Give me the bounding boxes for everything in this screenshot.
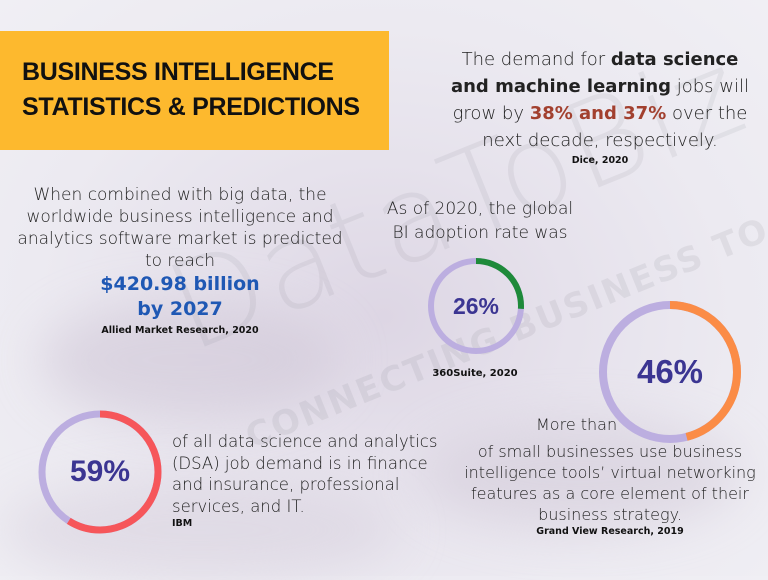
donut-ring-icon bbox=[428, 258, 524, 354]
stat-small-business: of small businesses use business intelli… bbox=[460, 441, 760, 539]
stat-text: (DSA) job demand is in finance bbox=[172, 453, 428, 473]
stat-text: over the bbox=[666, 103, 748, 124]
stat-text: to reach bbox=[144, 251, 216, 271]
donut-adoption-26: 26% bbox=[426, 256, 526, 356]
title-banner: BUSINESS INTELLIGENCE STATISTICS & PREDI… bbox=[0, 31, 389, 150]
stat-market-size: When combined with big data, the worldwi… bbox=[10, 184, 350, 338]
market-year: by 2027 bbox=[137, 298, 223, 320]
market-value: $420.98 billion bbox=[100, 273, 260, 295]
background-cloud bbox=[40, 300, 340, 420]
source-citation: IBM bbox=[172, 518, 193, 529]
source-citation: 360Suite, 2020 bbox=[432, 368, 518, 379]
source-citation: Allied Market Research, 2020 bbox=[101, 325, 259, 336]
stat-text: grow by bbox=[452, 103, 530, 124]
percent-label: 46% bbox=[636, 353, 704, 390]
percent-label: 59% bbox=[69, 455, 131, 488]
donut-ring-icon bbox=[38, 410, 162, 534]
stat-text: worldwide business intelligence and bbox=[26, 207, 334, 227]
stat-ml-jobs: The demand for data science and machine … bbox=[440, 46, 760, 168]
stat-text: When combined with big data, the bbox=[33, 185, 327, 205]
source-citation: Grand View Research, 2019 bbox=[536, 526, 684, 537]
stat-text: of all data science and analytics bbox=[172, 432, 438, 451]
stat-emphasis: data science bbox=[610, 49, 739, 70]
background-cloud bbox=[0, 480, 400, 580]
page-title-line2: STATISTICS & PREDICTIONS bbox=[22, 93, 360, 121]
stat-text: The demand for bbox=[461, 49, 611, 70]
stat-text: of small businesses use business bbox=[477, 442, 743, 461]
donut-small-business-46: 46% bbox=[596, 298, 744, 446]
stat-text: As of 2020, the global bbox=[386, 199, 574, 219]
page-title-line1: BUSINESS INTELLIGENCE bbox=[22, 58, 334, 86]
donut-ring-icon bbox=[599, 301, 741, 443]
stat-text: next decade, respectively. bbox=[482, 130, 718, 151]
stat-text: intelligence tools’ virtual networking bbox=[464, 463, 756, 482]
percent-label: 26% bbox=[452, 292, 500, 319]
stat-text: More than bbox=[536, 415, 618, 434]
stat-text: business strategy. bbox=[538, 505, 682, 524]
source-citation: Dice, 2020 bbox=[571, 155, 629, 166]
stat-text: services, and IT. bbox=[172, 496, 305, 516]
stat-text: analytics software market is predicted bbox=[17, 229, 343, 249]
stat-text: jobs will bbox=[671, 76, 750, 97]
growth-percent-highlight: 38% and 37% bbox=[529, 103, 667, 124]
donut-dsa-59: 59% bbox=[36, 408, 164, 536]
stat-text: BI adoption rate was bbox=[392, 223, 568, 243]
stat-adoption-intro: As of 2020, the global BI adoption rate … bbox=[360, 197, 600, 245]
stat-text: features as a core element of their bbox=[471, 484, 749, 503]
stat-text: and insurance, professional bbox=[172, 475, 400, 494]
stat-emphasis: and machine learning bbox=[450, 76, 672, 97]
stat-dsa: of all data science and analytics (DSA) … bbox=[172, 431, 462, 531]
